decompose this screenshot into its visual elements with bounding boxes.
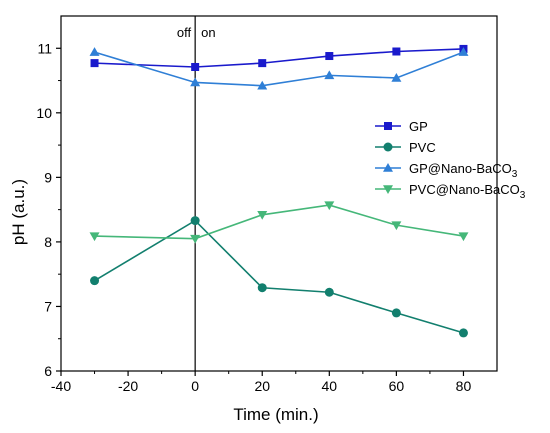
data-point — [458, 232, 469, 242]
legend-entry: PVC — [375, 140, 436, 155]
series-1 — [90, 44, 468, 71]
data-point — [257, 80, 268, 90]
x-tick-label: 0 — [191, 378, 199, 394]
data-point — [391, 308, 401, 318]
legend-entry: PVC@Nano-BaCO3 — [375, 182, 526, 201]
y-tick-label: 7 — [44, 298, 52, 314]
y-axis-title: pH (a.u.) — [9, 179, 28, 245]
divider-layer: off on — [177, 16, 216, 371]
x-tick-label: 80 — [456, 378, 472, 394]
series-2 — [90, 216, 468, 338]
axes-layer: -40 -20 0 20 40 60 80 6 7 8 9 10 11 — [36, 15, 498, 394]
data-point — [257, 211, 268, 220]
x-tick-label: 20 — [254, 378, 270, 394]
x-tick-label: 40 — [322, 378, 338, 394]
series-line — [94, 48, 464, 68]
data-point — [391, 72, 402, 82]
data-point — [324, 70, 335, 80]
legend-marker — [384, 122, 392, 130]
data-point — [392, 47, 401, 56]
x-tick-label: -20 — [118, 378, 138, 394]
data-point — [90, 276, 100, 286]
data-point — [191, 62, 200, 71]
data-point — [458, 47, 469, 56]
data-point — [391, 221, 402, 231]
data-point — [258, 59, 267, 68]
x-tick-label: -40 — [51, 378, 71, 394]
data-point — [190, 77, 201, 87]
legend-label: PVC — [409, 140, 436, 155]
y-tick-label: 6 — [44, 363, 52, 379]
legend-label: GP — [409, 119, 428, 134]
data-point — [90, 59, 99, 68]
series-line — [94, 204, 464, 240]
series-3 — [89, 47, 469, 90]
series-4 — [89, 201, 469, 244]
data-point — [458, 328, 468, 338]
off-label: off — [177, 25, 192, 40]
legend-entry: GP — [375, 119, 428, 134]
data-point — [190, 234, 201, 244]
legend-marker — [383, 163, 393, 172]
y-tick-label: 10 — [36, 105, 52, 121]
legend-label: GP@Nano-BaCO3 — [409, 161, 518, 180]
data-point — [89, 47, 100, 56]
data-point — [324, 287, 334, 297]
series-line — [94, 219, 464, 334]
y-tick-label: 11 — [37, 40, 52, 56]
data-point — [324, 201, 335, 211]
series-layer — [89, 44, 469, 338]
y-tick-label: 9 — [44, 169, 52, 185]
legend-entry: GP@Nano-BaCO3 — [375, 161, 518, 180]
on-label: on — [201, 25, 215, 40]
x-tick-label: 60 — [389, 378, 405, 394]
data-point — [257, 283, 267, 293]
data-point — [89, 232, 100, 242]
legend-label: PVC@Nano-BaCO3 — [409, 182, 526, 201]
legend-marker — [383, 142, 393, 152]
data-point — [190, 216, 200, 226]
legend: GP PVC GP@Nano-BaCO3 PVC@Nano-BaCO3 — [375, 119, 526, 201]
y-tick-label: 8 — [44, 234, 52, 250]
series-line — [94, 51, 464, 87]
legend-marker — [383, 185, 393, 194]
data-point — [325, 52, 334, 61]
x-axis-title: Time (min.) — [233, 405, 318, 424]
plot-frame — [60, 15, 498, 372]
